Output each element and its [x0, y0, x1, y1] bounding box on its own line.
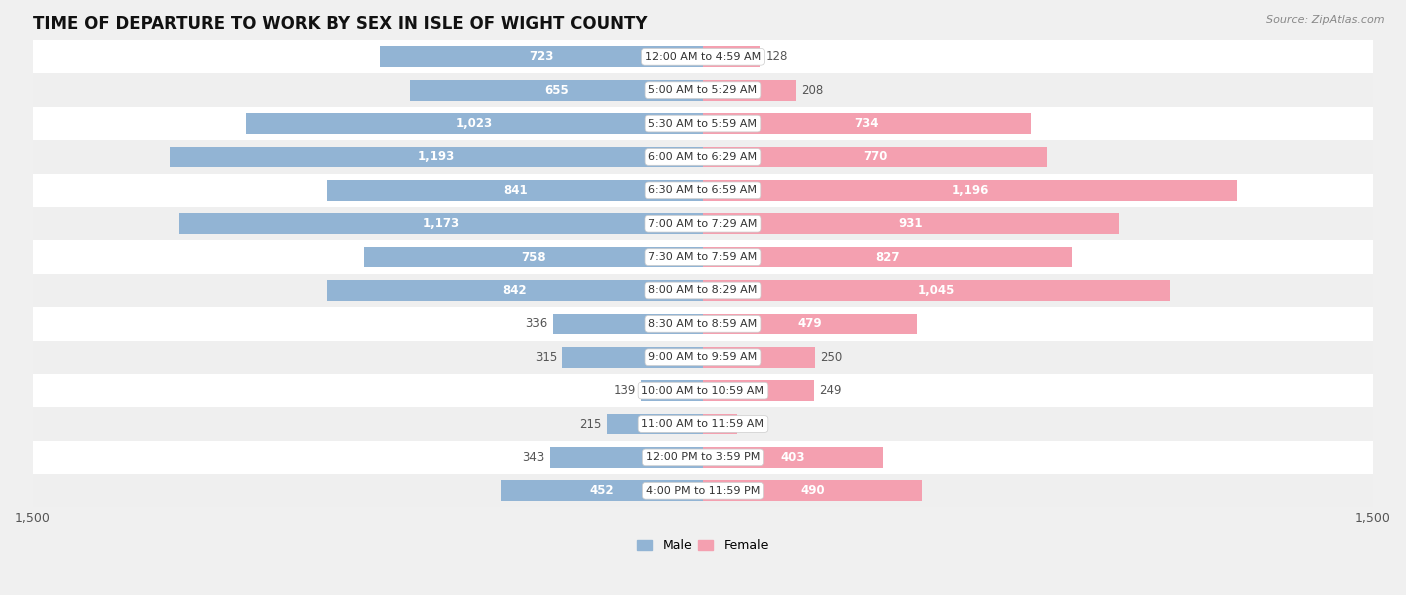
Bar	[703, 447, 883, 468]
Text: 10:00 AM to 10:59 AM: 10:00 AM to 10:59 AM	[641, 386, 765, 396]
Bar	[32, 274, 1374, 307]
Bar	[703, 113, 1031, 134]
Bar	[501, 480, 703, 501]
Text: 8:30 AM to 8:59 AM: 8:30 AM to 8:59 AM	[648, 319, 758, 329]
Bar	[703, 247, 1073, 267]
Bar	[32, 408, 1374, 441]
Text: 723: 723	[529, 51, 554, 63]
Text: 479: 479	[797, 317, 823, 330]
Text: 770: 770	[863, 151, 887, 164]
Bar	[553, 314, 703, 334]
Bar	[411, 80, 703, 101]
Text: 4:00 PM to 11:59 PM: 4:00 PM to 11:59 PM	[645, 486, 761, 496]
Text: 655: 655	[544, 84, 569, 96]
Text: 139: 139	[613, 384, 636, 397]
Text: 9:00 AM to 9:59 AM: 9:00 AM to 9:59 AM	[648, 352, 758, 362]
Text: 11:00 AM to 11:59 AM: 11:00 AM to 11:59 AM	[641, 419, 765, 429]
Bar	[703, 180, 1237, 201]
Bar	[32, 474, 1374, 508]
Bar	[703, 347, 814, 368]
Text: 842: 842	[502, 284, 527, 297]
Bar	[32, 207, 1374, 240]
Bar	[170, 146, 703, 167]
Text: 758: 758	[522, 250, 546, 264]
Text: 1,023: 1,023	[456, 117, 494, 130]
Bar	[328, 180, 703, 201]
Text: 128: 128	[765, 51, 787, 63]
Bar	[326, 280, 703, 301]
Text: 734: 734	[855, 117, 879, 130]
Bar	[32, 140, 1374, 174]
Bar	[179, 214, 703, 234]
Text: 7:00 AM to 7:29 AM: 7:00 AM to 7:29 AM	[648, 219, 758, 228]
Text: 343: 343	[522, 451, 544, 464]
Bar	[32, 441, 1374, 474]
Text: 841: 841	[503, 184, 527, 197]
Text: 1,045: 1,045	[918, 284, 955, 297]
Bar	[607, 414, 703, 434]
Text: 1,173: 1,173	[422, 217, 460, 230]
Bar	[550, 447, 703, 468]
Bar	[703, 46, 761, 67]
Text: 5:00 AM to 5:29 AM: 5:00 AM to 5:29 AM	[648, 85, 758, 95]
Text: 1,196: 1,196	[952, 184, 988, 197]
Text: 827: 827	[876, 250, 900, 264]
Text: 336: 336	[526, 317, 547, 330]
Bar	[703, 480, 922, 501]
Bar	[703, 214, 1119, 234]
Bar	[703, 314, 917, 334]
Bar	[32, 374, 1374, 408]
Bar	[364, 247, 703, 267]
Bar	[32, 240, 1374, 274]
Bar	[703, 146, 1047, 167]
Text: 452: 452	[589, 484, 614, 497]
Bar	[641, 380, 703, 401]
Bar	[703, 280, 1170, 301]
Bar	[703, 80, 796, 101]
Text: 250: 250	[820, 350, 842, 364]
Bar	[246, 113, 703, 134]
Text: 6:00 AM to 6:29 AM: 6:00 AM to 6:29 AM	[648, 152, 758, 162]
Bar	[32, 107, 1374, 140]
Text: 315: 315	[534, 350, 557, 364]
Text: 5:30 AM to 5:59 AM: 5:30 AM to 5:59 AM	[648, 118, 758, 129]
Bar	[32, 74, 1374, 107]
Bar	[703, 380, 814, 401]
Text: 249: 249	[820, 384, 842, 397]
Bar	[562, 347, 703, 368]
Bar	[32, 307, 1374, 340]
Bar	[380, 46, 703, 67]
Text: 12:00 AM to 4:59 AM: 12:00 AM to 4:59 AM	[645, 52, 761, 62]
Bar	[32, 340, 1374, 374]
Text: 12:00 PM to 3:59 PM: 12:00 PM to 3:59 PM	[645, 452, 761, 462]
Text: 490: 490	[800, 484, 825, 497]
Text: 7:30 AM to 7:59 AM: 7:30 AM to 7:59 AM	[648, 252, 758, 262]
Text: 215: 215	[579, 418, 602, 431]
Text: 6:30 AM to 6:59 AM: 6:30 AM to 6:59 AM	[648, 185, 758, 195]
Text: 77: 77	[742, 418, 758, 431]
Text: 931: 931	[898, 217, 924, 230]
Bar	[32, 174, 1374, 207]
Bar	[32, 40, 1374, 74]
Legend: Male, Female: Male, Female	[633, 534, 773, 558]
Text: Source: ZipAtlas.com: Source: ZipAtlas.com	[1267, 15, 1385, 25]
Text: 403: 403	[780, 451, 806, 464]
Text: 8:00 AM to 8:29 AM: 8:00 AM to 8:29 AM	[648, 286, 758, 296]
Text: 1,193: 1,193	[418, 151, 456, 164]
Bar	[703, 414, 737, 434]
Text: TIME OF DEPARTURE TO WORK BY SEX IN ISLE OF WIGHT COUNTY: TIME OF DEPARTURE TO WORK BY SEX IN ISLE…	[32, 15, 647, 33]
Text: 208: 208	[801, 84, 824, 96]
